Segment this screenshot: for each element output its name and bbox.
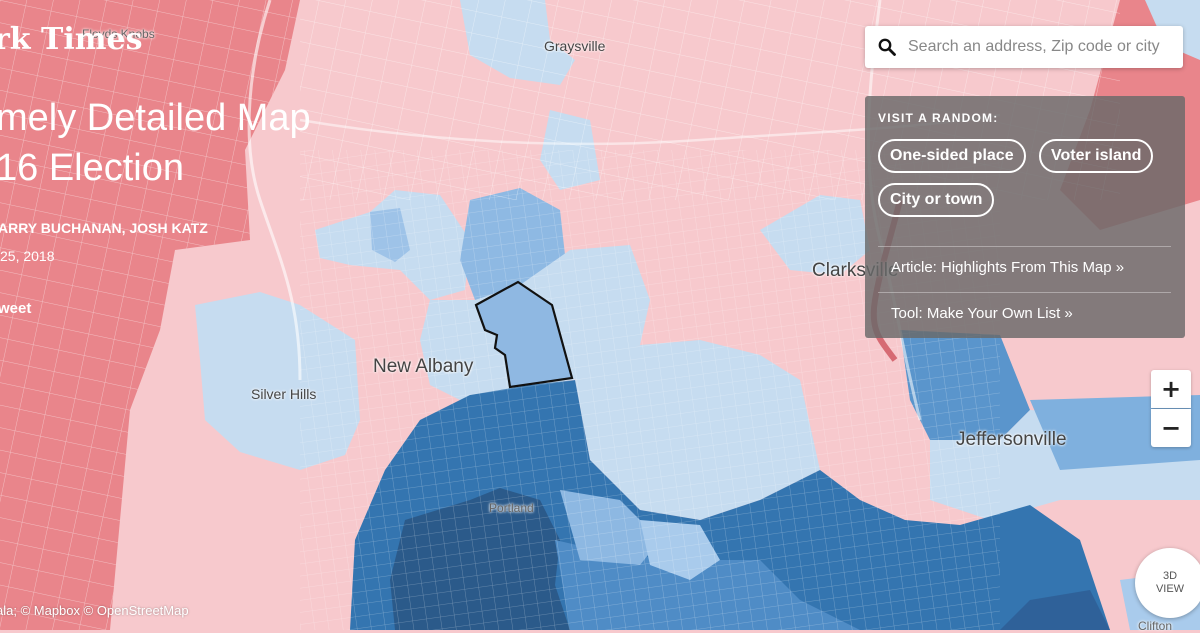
3d-view-button[interactable]: 3D VIEW	[1135, 548, 1200, 618]
3d-view-line-1: 3D	[1162, 570, 1178, 582]
tweet-link[interactable]: weet	[0, 300, 32, 317]
voter-island-button[interactable]: Voter island	[1039, 139, 1154, 173]
label-graysville: Graysville	[544, 38, 606, 54]
panel-divider-1	[878, 246, 1171, 247]
publish-date: 25, 2018	[0, 248, 55, 264]
one-sided-place-button[interactable]: One-sided place	[878, 139, 1026, 173]
make-list-tool-link[interactable]: Tool: Make Your Own List »	[891, 305, 1073, 322]
map-attribution[interactable]: ala; © Mapbox © OpenStreetMap	[0, 603, 189, 618]
label-jeffersonville: Jeffersonville	[956, 429, 1067, 450]
label-silver-hills: Silver Hills	[251, 386, 317, 402]
search-input[interactable]	[908, 38, 1178, 56]
label-clifton: Clifton	[1138, 619, 1173, 633]
zoom-in-button[interactable]: +	[1151, 370, 1191, 408]
highlights-article-link[interactable]: Article: Highlights From This Map »	[891, 259, 1125, 276]
label-floyds-knobs: Floyds Knobs	[82, 27, 155, 41]
zoom-out-button[interactable]: −	[1151, 409, 1191, 447]
panel-heading: VISIT A RANDOM:	[878, 111, 999, 125]
panel-divider-2	[878, 292, 1171, 293]
very-strong-dem-southeast	[1000, 590, 1110, 630]
title-line-2: 16 Election	[0, 147, 185, 189]
random-place-panel: VISIT A RANDOM: One-sided place Voter is…	[865, 96, 1185, 338]
3d-view-line-2: VIEW	[1155, 583, 1185, 595]
city-or-town-button[interactable]: City or town	[878, 183, 995, 217]
site-logo[interactable]: rk Times	[0, 22, 143, 57]
search-box[interactable]	[865, 26, 1183, 68]
label-new-albany: New Albany	[373, 356, 474, 377]
street-texture-west	[0, 0, 300, 630]
search-icon	[878, 38, 896, 56]
highway-west	[247, 0, 302, 381]
page-title: mely Detailed Map 16 Election	[0, 93, 311, 193]
label-portland: Portland	[489, 501, 534, 515]
title-line-1: mely Detailed Map	[0, 97, 311, 139]
byline: ARRY BUCHANAN, JOSH KATZ	[0, 220, 208, 236]
selected-precinct[interactable]	[474, 280, 574, 389]
